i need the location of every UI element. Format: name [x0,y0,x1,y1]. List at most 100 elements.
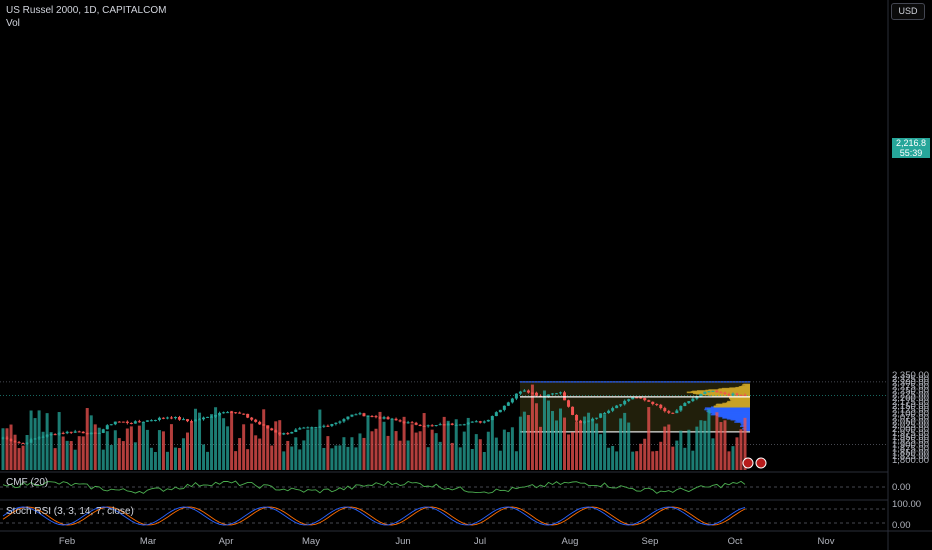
candle [9,438,13,442]
volume-bar [538,426,542,470]
volume-profile-bar [743,427,750,429]
currency-button[interactable]: USD [891,3,925,20]
candle [97,432,101,434]
volume-bar [611,445,615,470]
candle [583,421,587,423]
candle [430,425,434,427]
candle [49,434,53,436]
candle [647,400,651,402]
candle [326,425,330,427]
volume-bar [563,417,567,470]
volume-bar [290,446,294,470]
volume-bar [699,420,703,470]
volume-bar [643,438,647,470]
volume-bar [703,420,707,470]
volume-bar [326,436,330,470]
volume-bar [322,447,326,470]
candle [190,421,194,423]
volume-bar [13,434,17,470]
price-tick-label: 2,075.00 [892,412,929,423]
candle [125,421,129,423]
volume-bar [358,433,362,470]
volume-bar [659,441,663,470]
candle [234,412,238,414]
candle [246,413,250,418]
time-tick-label: Jun [395,536,410,547]
candle [418,424,422,426]
candle [723,392,727,395]
candle [61,432,65,434]
volume-bar [591,419,595,470]
price-tick-label: 1,975.00 [892,428,929,439]
candle [145,420,149,422]
candle [619,404,623,406]
volume-bar [627,422,631,470]
candle [518,391,522,394]
price-tick-label: 2,025.00 [892,420,929,431]
candle [274,430,278,433]
candle [57,432,61,435]
price-tick-label: 2,300.00 [892,378,929,389]
candle [121,421,125,423]
volume-bar [402,416,406,470]
volume-bar [514,451,518,470]
volume-bar [101,449,105,470]
candle [398,420,402,422]
volume-bar [647,407,651,470]
volume-bar [250,423,254,470]
candle [45,434,49,437]
volume-bar [57,412,61,470]
volume-bar [691,450,695,470]
candle [394,418,398,421]
volume-bar [607,447,611,470]
volume-bar [434,433,438,470]
volume-bar [222,418,226,470]
candle [743,394,747,396]
price-tick-label: 1,950.00 [892,432,929,443]
volume-bar [113,430,117,470]
candle [310,427,314,429]
volume-bar [81,436,85,470]
candle [322,425,326,427]
volume-bar [350,437,354,470]
volume-bar [430,429,434,470]
candle [711,390,715,392]
candle [194,419,198,422]
candle [462,424,466,426]
candle [591,418,595,421]
volume-bar [583,416,587,470]
symbol-title: US Russel 2000, 1D, CAPITALCOM [6,5,167,16]
candle [338,421,342,423]
candle [502,405,506,410]
us-flag-event-icon [755,457,767,469]
volume-bar [743,417,747,470]
volume-bar [438,441,442,470]
price-tick-label: 1,825.00 [892,451,929,462]
volume-bar [141,422,145,470]
volume-bar [587,412,591,470]
volume-bar [157,430,161,470]
candle [554,393,558,395]
price-tick-label: 2,150.00 [892,401,929,412]
candle [623,400,627,405]
candle [314,427,318,429]
candle [611,408,615,411]
candle [587,420,591,422]
volume-bar [406,440,410,470]
candle [101,429,105,433]
us-flag-event-icon [742,457,754,469]
candle [703,391,707,394]
cmf-line [2,480,746,494]
candle [522,390,526,392]
candle [85,433,89,435]
volume-bar [462,431,466,470]
volume-bar [25,435,29,470]
volume-bar [234,451,238,470]
volume-bar [559,408,563,470]
candle [117,421,121,423]
volume-bar [651,451,655,470]
candle [169,417,173,419]
time-tick-label: May [302,536,320,547]
candle [526,390,530,393]
